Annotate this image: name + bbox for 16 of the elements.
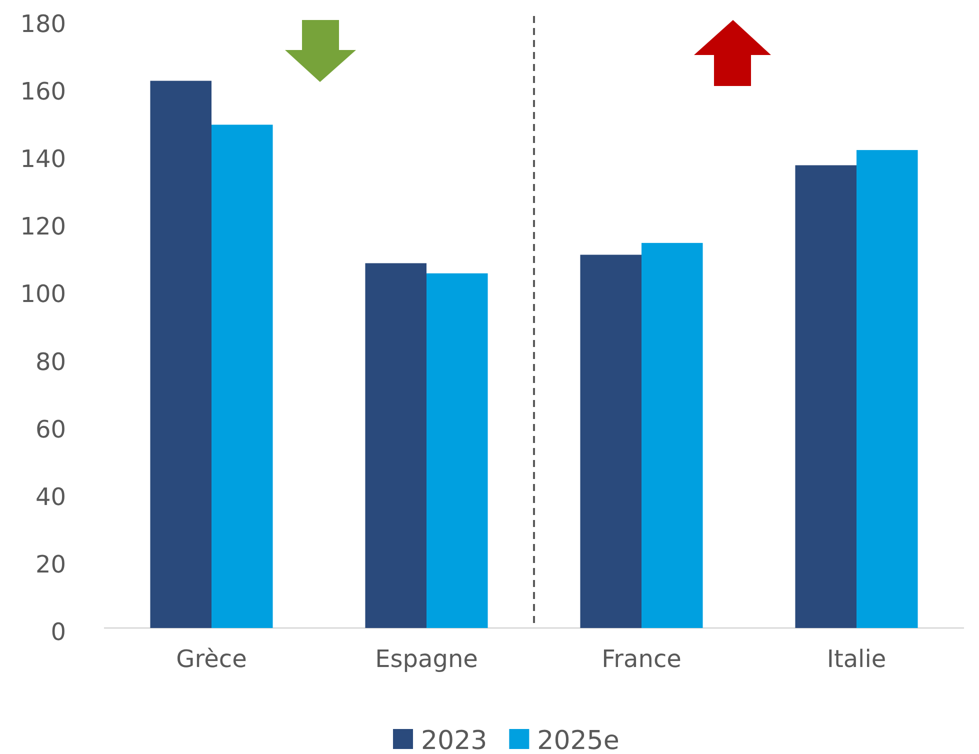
x-tick-label: France — [602, 645, 682, 674]
x-tick-label: Espagne — [375, 645, 478, 674]
y-tick-label: 0 — [50, 618, 66, 646]
y-tick-label: 160 — [20, 78, 66, 106]
y-tick-label: 180 — [20, 10, 66, 38]
y-tick-label: 60 — [35, 415, 66, 444]
y-tick-label: 140 — [20, 145, 66, 174]
y-tick-label: 40 — [35, 482, 66, 511]
legend-label: 2025e — [537, 726, 620, 754]
y-tick-label: 80 — [35, 348, 66, 376]
y-tick-label: 120 — [20, 212, 66, 241]
legend-label: 2023 — [421, 726, 488, 754]
y-tick-label: 100 — [20, 280, 66, 308]
x-tick-label: Grèce — [176, 645, 247, 674]
x-tick-label: Italie — [826, 645, 886, 674]
y-tick-label: 20 — [35, 550, 66, 578]
